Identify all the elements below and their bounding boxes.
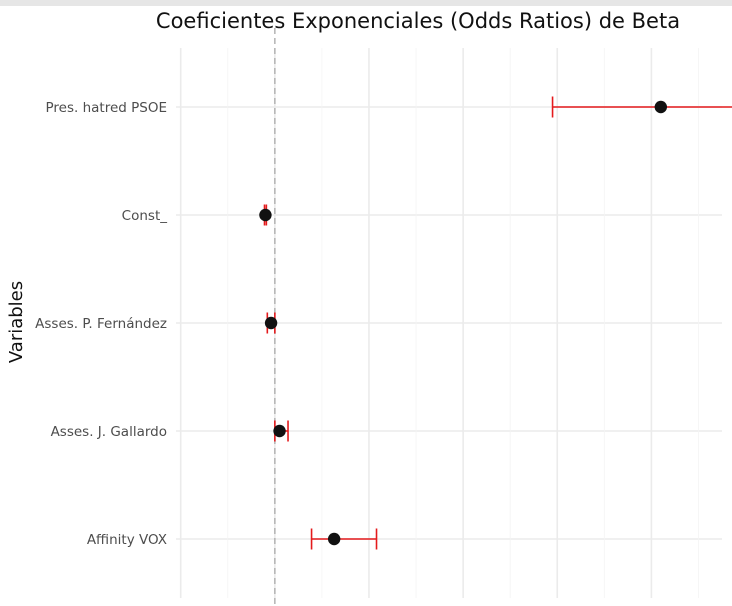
data-point: [327, 532, 341, 546]
data-point: [259, 208, 272, 222]
y-tick-label: Asses. P. Fernández: [35, 316, 167, 332]
top-strip: [0, 0, 732, 6]
data-point: [654, 100, 668, 114]
y-tick-label: Affinity VOX: [87, 532, 167, 548]
chart-marks: [259, 96, 732, 550]
y-axis-title: Variables: [6, 281, 27, 363]
y-tick-labels: Pres. hatred PSOE Const_ Asses. P. Fernánd…: [35, 100, 167, 548]
y-tick-label: Const_: [122, 208, 168, 224]
data-point: [264, 316, 278, 330]
data-point: [273, 424, 286, 438]
chart-title: Coeficientes Exponenciales (Odds Ratios)…: [156, 9, 680, 33]
y-tick-label: Asses. J. Gallardo: [51, 424, 167, 440]
y-tick-label: Pres. hatred PSOE: [46, 100, 168, 116]
grid: [176, 48, 722, 598]
